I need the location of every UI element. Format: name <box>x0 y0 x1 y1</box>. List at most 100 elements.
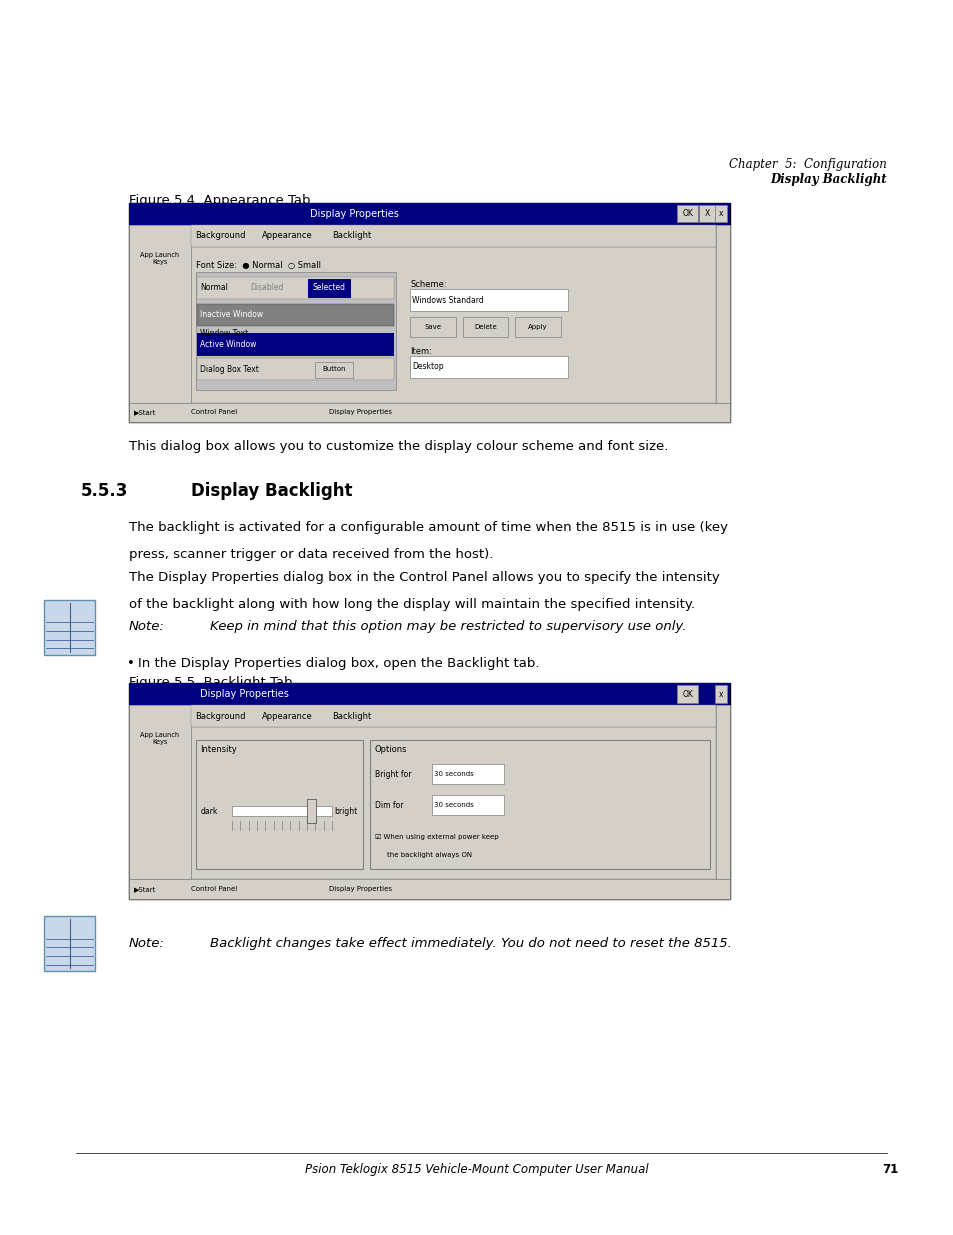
Text: X: X <box>703 209 709 219</box>
Bar <box>191 705 716 727</box>
Text: •: • <box>127 657 134 671</box>
Text: The Display Properties dialog box in the Control Panel allows you to specify the: The Display Properties dialog box in the… <box>129 571 719 584</box>
Text: Figure 5.5  Backlight Tab: Figure 5.5 Backlight Tab <box>129 676 292 689</box>
Bar <box>716 225 729 403</box>
Text: Active Window: Active Window <box>200 340 256 350</box>
Text: OK: OK <box>681 209 693 219</box>
Text: Backlight: Backlight <box>332 231 371 241</box>
Text: 71: 71 <box>882 1162 898 1176</box>
Text: Intensity: Intensity <box>200 745 237 753</box>
Bar <box>370 740 709 869</box>
Text: In the Display Properties dialog box, open the Backlight tab.: In the Display Properties dialog box, op… <box>138 657 539 671</box>
Text: Figure 5.4  Appearance Tab: Figure 5.4 Appearance Tab <box>129 194 310 207</box>
Text: Disabled: Disabled <box>250 283 283 293</box>
Text: press, scanner trigger or data received from the host).: press, scanner trigger or data received … <box>129 548 493 562</box>
Bar <box>677 205 698 222</box>
Text: Button: Button <box>322 367 345 372</box>
Bar <box>44 600 95 655</box>
Text: Display Properties: Display Properties <box>329 410 392 415</box>
Text: Appearance: Appearance <box>262 711 313 721</box>
Text: Options: Options <box>375 745 407 753</box>
Text: of the backlight along with how long the display will maintain the specified int: of the backlight along with how long the… <box>129 598 694 611</box>
Text: Display Backlight: Display Backlight <box>770 173 886 186</box>
Text: Display Backlight: Display Backlight <box>191 482 352 500</box>
Bar <box>716 705 729 879</box>
Text: OK: OK <box>681 689 693 699</box>
Text: Background: Background <box>195 231 246 241</box>
Text: 30 seconds: 30 seconds <box>434 803 474 808</box>
Bar <box>191 225 716 247</box>
Text: the backlight always ON: the backlight always ON <box>387 852 472 857</box>
Bar <box>699 205 714 222</box>
Text: Windows Standard: Windows Standard <box>412 295 483 305</box>
Text: ▶Start: ▶Start <box>133 887 155 892</box>
Text: 5.5.3: 5.5.3 <box>81 482 129 500</box>
Bar <box>195 740 362 869</box>
Bar <box>232 806 332 816</box>
Text: Inactive Window: Inactive Window <box>200 310 263 320</box>
Text: Keep in mind that this option may be restricted to supervisory use only.: Keep in mind that this option may be res… <box>210 620 685 634</box>
Text: Dialog Box Text: Dialog Box Text <box>200 364 259 374</box>
Text: Item:: Item: <box>410 347 432 357</box>
Text: Window Text: Window Text <box>200 329 248 338</box>
Bar <box>307 799 316 824</box>
Text: Display Properties: Display Properties <box>200 689 289 699</box>
Text: This dialog box allows you to customize the display colour scheme and font size.: This dialog box allows you to customize … <box>129 440 667 453</box>
Text: Selected: Selected <box>313 283 345 293</box>
Bar <box>197 333 394 356</box>
Text: Backlight changes take effect immediately. You do not need to reset the 8515.: Backlight changes take effect immediatel… <box>210 937 731 951</box>
Text: Bright for: Bright for <box>375 769 411 779</box>
Bar <box>432 795 503 815</box>
Text: Note:: Note: <box>129 937 165 951</box>
Text: Display Properties: Display Properties <box>310 209 398 219</box>
Bar <box>44 916 95 971</box>
Text: App Launch
Keys: App Launch Keys <box>140 732 179 746</box>
Bar <box>129 225 191 403</box>
Text: Apply: Apply <box>528 325 547 330</box>
Bar <box>129 403 729 422</box>
Text: Save: Save <box>424 325 441 330</box>
Bar <box>129 203 729 422</box>
Bar <box>129 683 729 705</box>
Text: bright: bright <box>334 806 356 815</box>
Text: App Launch
Keys: App Launch Keys <box>140 252 179 266</box>
Text: Control Panel: Control Panel <box>191 887 236 892</box>
Bar <box>197 277 394 299</box>
Text: Control Panel: Control Panel <box>191 410 236 415</box>
Text: 30 seconds: 30 seconds <box>434 772 474 777</box>
Bar <box>197 304 394 326</box>
Bar <box>715 685 726 703</box>
Text: Display Properties: Display Properties <box>329 887 392 892</box>
Bar <box>515 317 560 337</box>
Bar <box>410 317 456 337</box>
Bar <box>129 705 191 879</box>
Text: Backlight: Backlight <box>332 711 371 721</box>
Bar <box>197 358 394 380</box>
Text: Background: Background <box>195 711 246 721</box>
Bar <box>677 685 698 703</box>
Text: Note:: Note: <box>129 620 165 634</box>
Text: Chapter  5:  Configuration: Chapter 5: Configuration <box>729 158 886 172</box>
Text: Normal: Normal <box>200 283 228 293</box>
Text: ▶Start: ▶Start <box>133 410 155 415</box>
Bar <box>191 727 716 879</box>
Bar <box>129 683 729 899</box>
Text: Font Size:  ● Normal  ○ Small: Font Size: ● Normal ○ Small <box>195 261 320 270</box>
Text: The backlight is activated for a configurable amount of time when the 8515 is in: The backlight is activated for a configu… <box>129 521 727 535</box>
Text: Scheme:: Scheme: <box>410 279 446 289</box>
Text: Appearance: Appearance <box>262 231 313 241</box>
Bar <box>432 764 503 784</box>
Bar <box>308 279 351 298</box>
Text: ☑ When using external power keep: ☑ When using external power keep <box>375 835 498 840</box>
Bar <box>410 289 567 311</box>
Bar <box>410 356 567 378</box>
Bar <box>129 879 729 899</box>
Text: Dim for: Dim for <box>375 800 403 810</box>
Bar <box>195 272 395 390</box>
Text: Delete: Delete <box>474 325 497 330</box>
Text: Psion Teklogix 8515 Vehicle-Mount Computer User Manual: Psion Teklogix 8515 Vehicle-Mount Comput… <box>305 1162 648 1176</box>
Bar <box>715 205 726 222</box>
Bar <box>314 362 353 378</box>
Text: Desktop: Desktop <box>412 362 443 372</box>
Bar <box>462 317 508 337</box>
